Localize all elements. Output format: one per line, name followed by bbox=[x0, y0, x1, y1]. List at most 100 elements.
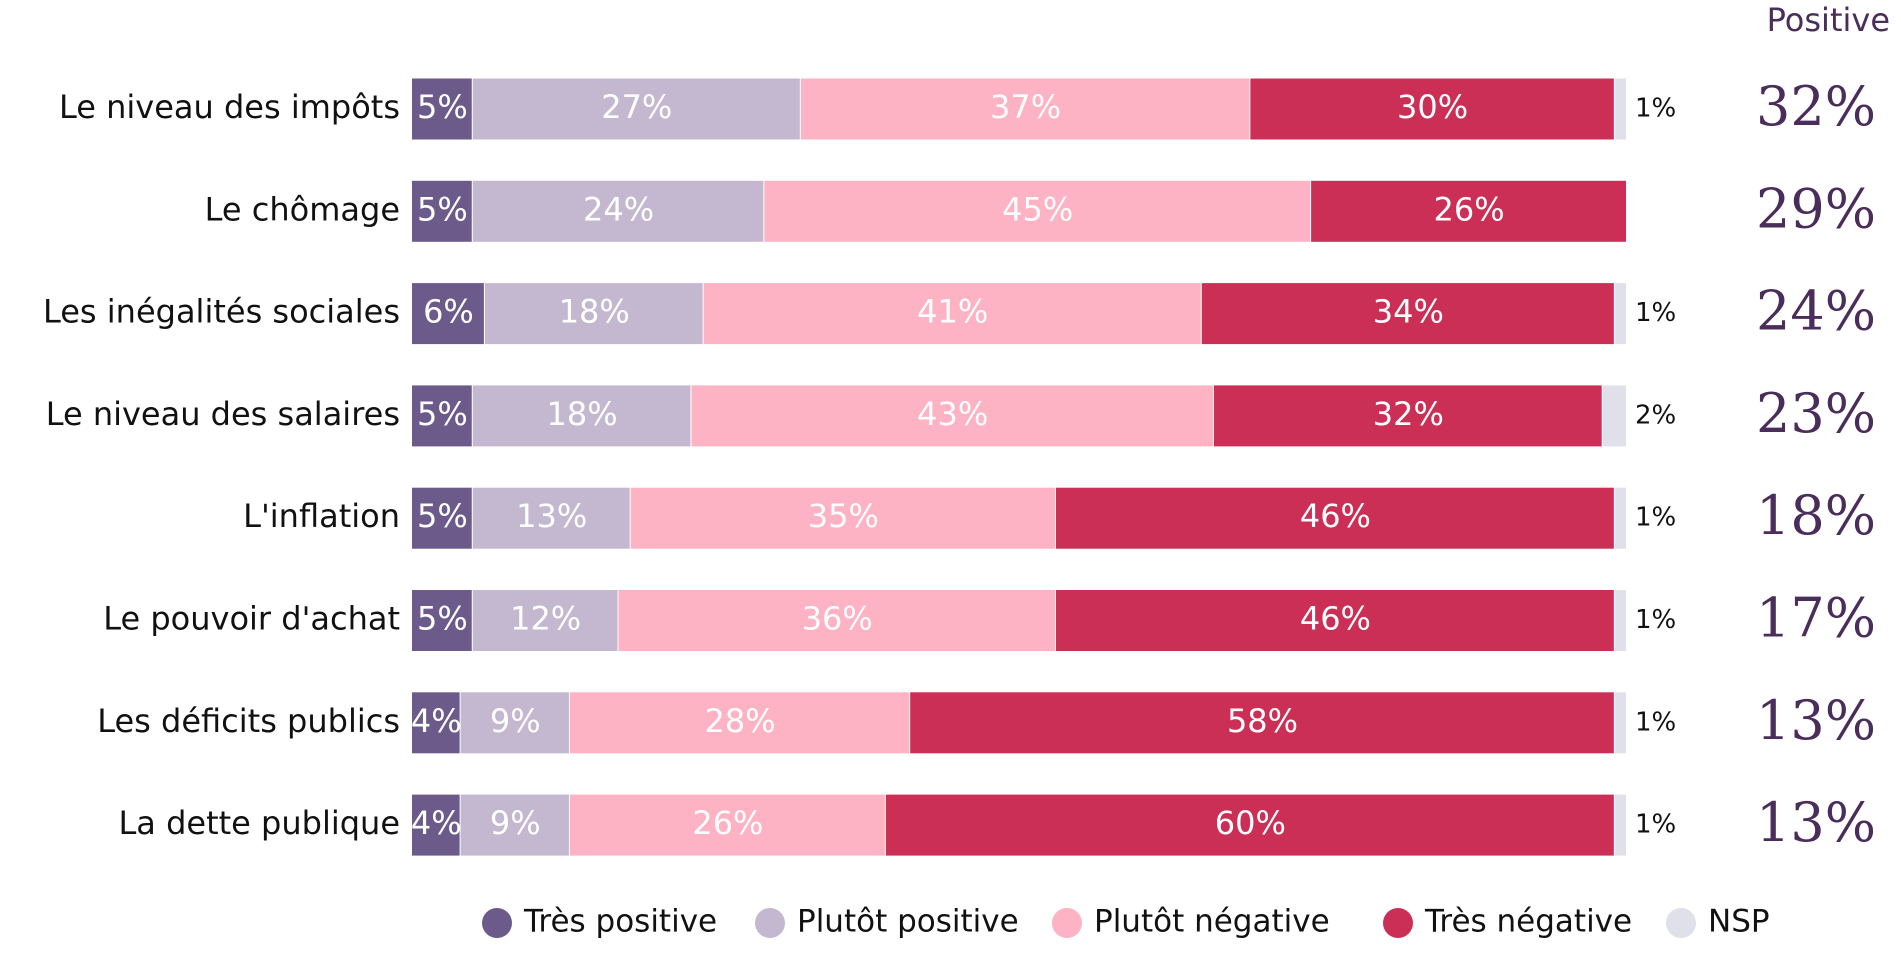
positive-value: 24% bbox=[1756, 280, 1876, 343]
bar-segment bbox=[472, 78, 800, 140]
bar-segment bbox=[1055, 590, 1614, 651]
legend-label: Plutôt négative bbox=[1094, 904, 1330, 940]
bar-segment bbox=[412, 385, 472, 447]
category-label: Le niveau des impôts bbox=[59, 88, 400, 126]
value-label: 13% bbox=[516, 497, 587, 535]
value-label: 46% bbox=[1300, 600, 1371, 638]
bar-segment bbox=[569, 794, 885, 856]
bar-segment bbox=[412, 78, 472, 140]
value-label: 4% bbox=[411, 702, 462, 740]
value-label: 1% bbox=[1635, 298, 1676, 328]
bar-segment bbox=[630, 487, 1055, 549]
bar-segment bbox=[460, 692, 569, 754]
value-label: 26% bbox=[692, 804, 763, 842]
legend-label: Plutôt positive bbox=[797, 904, 1019, 940]
value-label: 58% bbox=[1227, 702, 1298, 740]
value-label: 43% bbox=[917, 395, 988, 433]
bar-segment bbox=[1055, 487, 1614, 549]
bar-segment bbox=[1614, 692, 1626, 754]
value-label: 4% bbox=[411, 804, 462, 842]
value-label: 1% bbox=[1635, 605, 1676, 635]
positive-value: 18% bbox=[1756, 484, 1876, 547]
bar-segment bbox=[1614, 590, 1626, 651]
bar-segment bbox=[703, 283, 1201, 345]
bar-segment bbox=[1311, 180, 1626, 242]
value-label: 5% bbox=[417, 600, 468, 638]
value-label: 1% bbox=[1635, 810, 1676, 840]
value-label: 37% bbox=[990, 88, 1061, 126]
value-label: 45% bbox=[1002, 190, 1073, 228]
legend-swatch bbox=[755, 908, 785, 938]
value-label: 24% bbox=[583, 190, 654, 228]
category-label: L'inflation bbox=[243, 497, 400, 535]
positive-header: Positive bbox=[1767, 1, 1890, 39]
value-label: 27% bbox=[601, 88, 672, 126]
bar-segment bbox=[691, 385, 1213, 447]
value-label: 9% bbox=[490, 702, 541, 740]
bar-segment bbox=[1614, 487, 1626, 549]
bar-segment bbox=[472, 590, 618, 651]
bar-segment bbox=[472, 180, 764, 242]
value-label: 5% bbox=[417, 190, 468, 228]
category-label: Les inégalités sociales bbox=[43, 293, 400, 331]
positive-value: 29% bbox=[1756, 177, 1876, 240]
legend-swatch bbox=[1052, 908, 1082, 938]
value-label: 60% bbox=[1215, 804, 1286, 842]
bar-segment bbox=[569, 692, 910, 754]
value-label: 5% bbox=[417, 395, 468, 433]
value-label: 9% bbox=[490, 804, 541, 842]
value-label: 18% bbox=[559, 293, 630, 331]
category-label: Le pouvoir d'achat bbox=[103, 600, 400, 638]
category-label: Les déficits publics bbox=[97, 702, 400, 740]
category-label: Le chômage bbox=[205, 190, 400, 228]
bar-segment bbox=[1614, 283, 1626, 345]
value-label: 1% bbox=[1635, 94, 1676, 124]
legend-swatch bbox=[482, 908, 512, 938]
value-label: 41% bbox=[917, 293, 988, 331]
value-label: 5% bbox=[417, 497, 468, 535]
bar-segment bbox=[800, 78, 1250, 140]
value-label: 36% bbox=[802, 600, 873, 638]
positive-value: 23% bbox=[1756, 382, 1876, 445]
value-label: 32% bbox=[1373, 395, 1444, 433]
bar-segment bbox=[460, 794, 569, 856]
value-label: 28% bbox=[704, 702, 775, 740]
bar-segment bbox=[472, 487, 630, 549]
bar-segment bbox=[412, 487, 472, 549]
bar-segment bbox=[1614, 78, 1626, 140]
positive-value: 17% bbox=[1756, 587, 1876, 650]
value-label: 1% bbox=[1635, 503, 1676, 533]
bar-segment bbox=[412, 590, 472, 651]
bar-segment bbox=[484, 283, 703, 345]
bar-segment bbox=[472, 385, 691, 447]
category-label: La dette publique bbox=[118, 804, 400, 842]
bar-segment bbox=[885, 794, 1614, 856]
value-label: 2% bbox=[1635, 400, 1676, 430]
value-label: 6% bbox=[423, 293, 474, 331]
bar-segment bbox=[1213, 385, 1602, 447]
value-label: 18% bbox=[547, 395, 618, 433]
bar-segment bbox=[1602, 385, 1626, 447]
value-label: 5% bbox=[417, 88, 468, 126]
bar-segment bbox=[910, 692, 1614, 754]
legend-swatch bbox=[1383, 908, 1413, 938]
legend-label: Très négative bbox=[1424, 904, 1632, 940]
bar-segment bbox=[764, 180, 1311, 242]
bar-segment bbox=[412, 283, 484, 345]
positive-value: 32% bbox=[1756, 75, 1876, 138]
bar-segment bbox=[412, 794, 460, 856]
value-label: 46% bbox=[1300, 497, 1371, 535]
legend-label: Très positive bbox=[523, 904, 717, 940]
legend-label: NSP bbox=[1708, 904, 1770, 940]
bar-segment bbox=[412, 180, 472, 242]
bar-segment bbox=[1250, 78, 1614, 140]
value-label: 26% bbox=[1433, 190, 1504, 228]
value-label: 34% bbox=[1373, 293, 1444, 331]
bar-segment bbox=[618, 590, 1055, 651]
legend-swatch bbox=[1666, 908, 1696, 938]
value-label: 12% bbox=[510, 600, 581, 638]
bar-segment bbox=[1201, 283, 1614, 345]
positive-value: 13% bbox=[1756, 791, 1876, 854]
category-label: Le niveau des salaires bbox=[46, 395, 400, 433]
